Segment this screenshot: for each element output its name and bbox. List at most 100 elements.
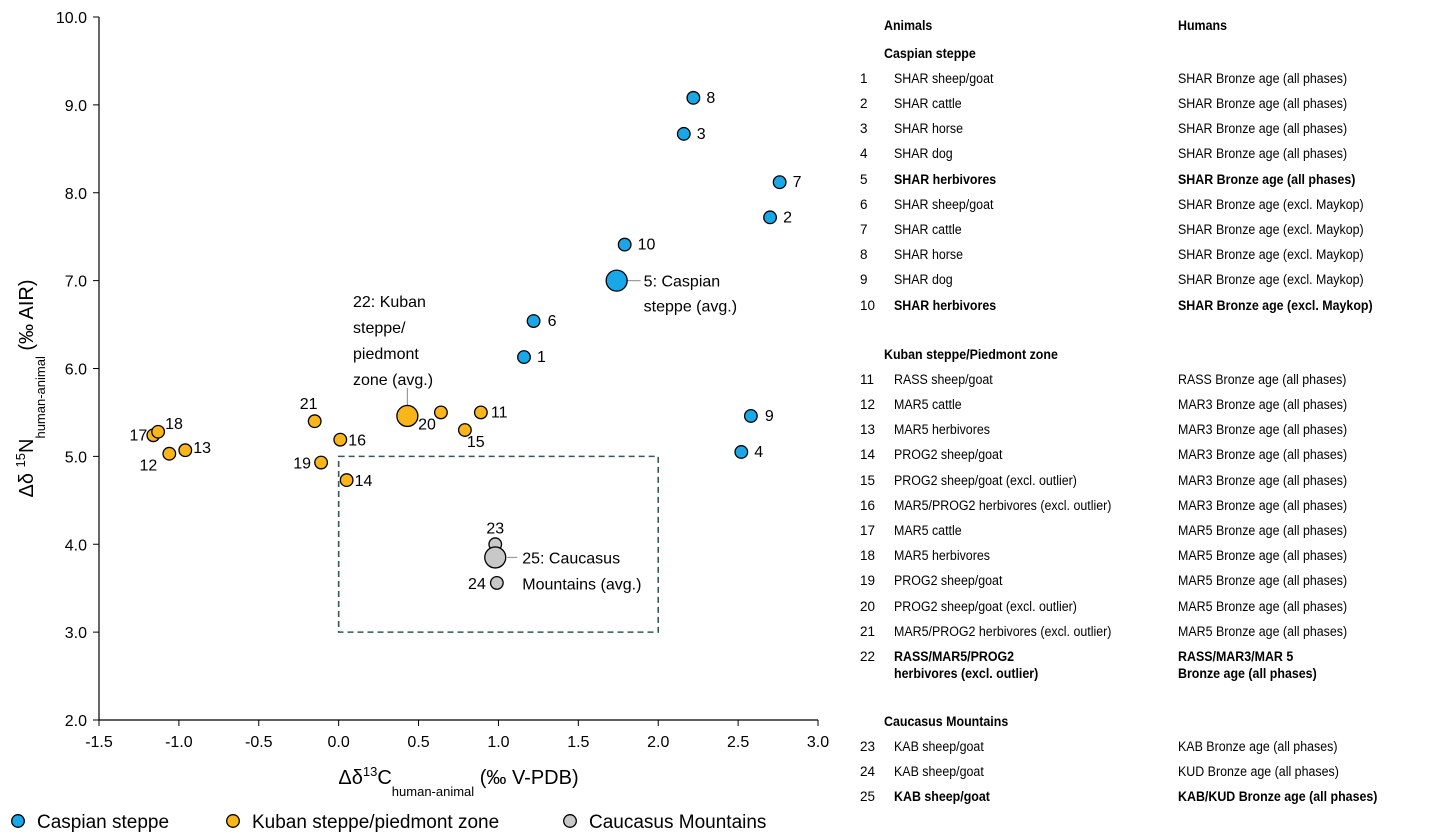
table-row-human: SHAR Bronze age (excl. Maykop)	[1178, 272, 1364, 288]
table-row-animal: SHAR cattle	[894, 222, 962, 237]
table-row-number: 10	[860, 297, 876, 313]
table-row-animal: SHAR horse	[894, 121, 964, 137]
table-row-number: 5	[860, 171, 868, 187]
x-axis-title: Δδ13Chuman-animal (‰ V-PDB)	[338, 764, 578, 799]
table-row-number: 14	[860, 447, 876, 463]
table-row-number: 23	[860, 738, 876, 754]
table-row-human: MAR3 Bronze age (all phases)	[1178, 422, 1348, 438]
y-axis-title-part: human-animal	[33, 356, 48, 438]
table-row-human: KAB/KUD Bronze age (all phases)	[1178, 789, 1378, 805]
x-axis-title-part: C	[377, 767, 391, 789]
table-row-number: 1	[860, 70, 868, 86]
x-tick-label: 1.5	[567, 734, 589, 751]
table-row-number: 9	[860, 272, 868, 288]
data-point-25	[484, 546, 507, 569]
table-row-number: 21	[860, 623, 876, 639]
legend-marker-caspian	[11, 814, 25, 828]
table-header-humans: Humans	[1178, 18, 1228, 33]
table-row-human: SHAR Bronze age (all phases)	[1178, 70, 1348, 86]
table-group-title: Caucasus Mountains	[884, 714, 1009, 729]
y-tick-label: 7.0	[65, 274, 87, 291]
table-row-animal: PROG2 sheep/goat (excl. outlier)	[894, 598, 1077, 614]
table-row-human: SHAR Bronze age (excl. Maykop)	[1178, 297, 1373, 313]
point-label-15: 15	[467, 434, 485, 451]
table-row-number: 2	[860, 96, 868, 111]
table-row-animal: herbivores (excl. outlier)	[894, 666, 1039, 681]
y-axis-title-part: (‰ AIR)	[16, 279, 38, 356]
annotation-avg-5-line: steppe (avg.)	[644, 299, 737, 316]
data-point-24	[489, 575, 504, 590]
data-point-2	[763, 210, 778, 225]
table-row-animal: SHAR horse	[894, 247, 964, 263]
table-row-human: MAR3 Bronze age (all phases)	[1178, 397, 1348, 412]
data-point-22	[396, 404, 419, 428]
data-point-8	[686, 90, 701, 105]
scatter-plot: -1.5 -1.0 -0.5 0.0 0.5 1.0 1.5 2.0 2.5 3.0 2.0 3.0 4…	[11, 10, 829, 833]
x-axis-title-part: Δδ	[338, 767, 363, 789]
table-row-number: 7	[860, 222, 868, 237]
table-row-human: SHAR Bronze age (all phases)	[1178, 146, 1348, 162]
table-row-animal: SHAR sheep/goat	[894, 196, 994, 212]
annotation-avg-22-line: zone (avg.)	[353, 372, 433, 389]
table-row-animal: KAB sheep/goat	[894, 789, 990, 805]
x-tick-label: 2.0	[647, 734, 669, 751]
y-tick-label: 4.0	[65, 537, 87, 554]
table-row-human: SHAR Bronze age (all phases)	[1178, 121, 1348, 137]
point-label-12: 12	[140, 458, 158, 475]
table-row-human: Bronze age (all phases)	[1178, 666, 1317, 681]
table-row-animal: MAR5 herbivores	[894, 422, 990, 438]
data-point-19	[314, 455, 329, 470]
table-row-number: 12	[860, 397, 876, 412]
point-label-13: 13	[193, 440, 211, 457]
table-row-human: MAR5 Bronze age (all phases)	[1178, 623, 1348, 639]
y-tick-label: 6.0	[65, 362, 87, 379]
table-row-animal: PROG2 sheep/goat	[894, 573, 1003, 589]
table-row-human: MAR3 Bronze age (all phases)	[1178, 497, 1348, 513]
point-label-21: 21	[300, 396, 318, 413]
point-label-19: 19	[293, 456, 311, 473]
y-axis-title: Δδ 15Nhuman-animal (‰ AIR)	[13, 279, 48, 497]
table-row-animal: SHAR sheep/goat	[894, 70, 994, 86]
table-row-number: 11	[860, 371, 875, 387]
data-point-6	[526, 314, 541, 328]
y-tick-label: 9.0	[65, 98, 87, 115]
x-tick-label: 3.0	[807, 734, 829, 751]
data-point-16	[333, 432, 348, 447]
data-point-20	[433, 405, 448, 420]
data-point-12	[162, 446, 177, 461]
table-row-animal: SHAR herbivores	[894, 297, 997, 313]
table-row-number: 17	[860, 523, 876, 538]
table-row-animal: MAR5 herbivores	[894, 548, 990, 564]
x-tick-label: -1.5	[85, 734, 113, 751]
point-label-2: 2	[783, 209, 792, 226]
annotation-avg-25-line: Mountains (avg.)	[522, 576, 641, 593]
y-tick-label: 3.0	[65, 625, 87, 642]
table-row-number: 16	[860, 497, 876, 513]
annotation-avg-25-line: 25: Caucasus	[522, 550, 620, 567]
annotation-avg-22-line: piedmont	[353, 346, 419, 363]
table-row-animal: PROG2 sheep/goat	[894, 447, 1003, 463]
table-row-animal: RASS/MAR5/PROG2	[894, 649, 1015, 664]
y-axis-title-part: N	[16, 439, 38, 453]
annotation-avg-22-line: 22: Kuban	[353, 294, 426, 311]
data-point-11	[473, 405, 488, 420]
table-row-human: MAR5 Bronze age (all phases)	[1178, 523, 1348, 538]
point-label-6: 6	[548, 313, 557, 330]
annotation-avg-22-line: steppe/	[353, 320, 406, 337]
table-group-title: Caspian steppe	[884, 46, 976, 61]
y-tick-label: 10.0	[56, 10, 87, 27]
point-label-16: 16	[348, 433, 366, 450]
x-axis-title-part: 13	[363, 764, 377, 779]
data-point-21	[307, 414, 322, 429]
table-row-animal: SHAR dog	[894, 272, 953, 288]
x-tick-label: 1.0	[487, 734, 509, 751]
table-row-animal: PROG2 sheep/goat (excl. outlier)	[894, 472, 1077, 488]
x-axis-title-part: human-animal	[392, 784, 474, 799]
point-label-1: 1	[537, 349, 546, 366]
table-row-number: 25	[860, 789, 876, 805]
point-label-17: 17	[130, 427, 148, 444]
table-row-number: 19	[860, 573, 876, 589]
legend-table: Animals Humans Caspian steppe 1 SHAR sheep/g…	[860, 0, 1445, 835]
data-point-7	[772, 175, 787, 190]
table-row-number: 22	[860, 649, 876, 664]
